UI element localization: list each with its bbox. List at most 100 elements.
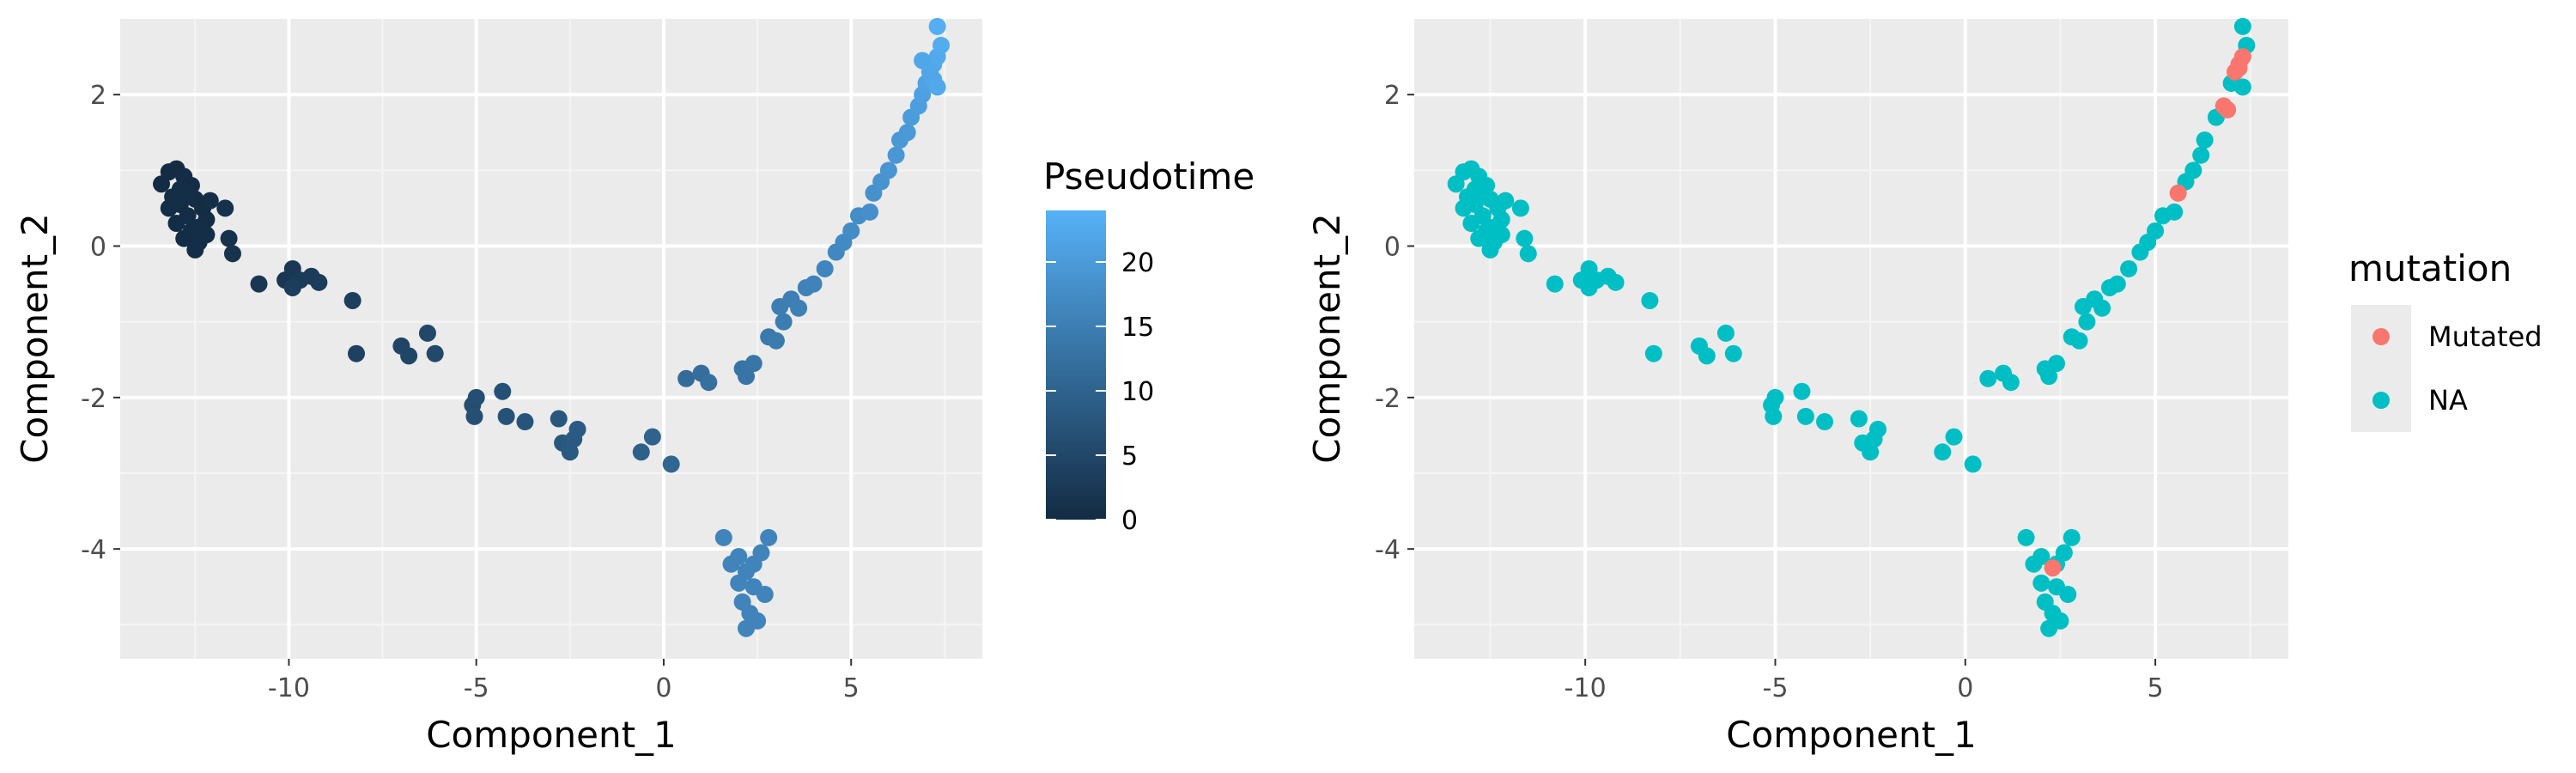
y-tick-label: 2 — [90, 81, 106, 111]
minor-grid — [120, 19, 982, 659]
data-point — [418, 324, 436, 342]
x-tick-label: -5 — [464, 673, 489, 703]
data-point — [887, 146, 905, 164]
x-tick-label: 5 — [843, 673, 860, 703]
data-point-na — [1511, 199, 1529, 217]
data-point-na — [1868, 420, 1886, 438]
data-point — [756, 586, 774, 604]
data-point-na — [1862, 443, 1880, 461]
y-tick-label: -2 — [1375, 384, 1400, 414]
mutation-legend: mutation Mutated NA — [2348, 247, 2543, 432]
plot-background — [120, 19, 982, 659]
major-grid — [1414, 19, 2288, 659]
data-point — [730, 574, 748, 592]
data-point — [283, 278, 301, 296]
data-point-na — [1850, 410, 1868, 428]
data-point — [662, 455, 680, 473]
legend-title: Pseudotime — [1043, 155, 1255, 198]
data-point — [737, 619, 755, 637]
data-point — [914, 52, 932, 70]
data-point-na — [1716, 324, 1735, 342]
colorbar — [1046, 210, 1106, 520]
colorbar-tick-label: 0 — [1121, 506, 1138, 536]
x-axis-label: Component_1 — [426, 714, 677, 756]
data-point-na — [2078, 313, 2096, 331]
data-point-na — [1793, 382, 1811, 400]
data-point-na — [1766, 388, 1784, 406]
data-point — [426, 344, 444, 362]
data-point — [497, 407, 515, 425]
data-point-na — [2040, 619, 2058, 637]
y-tick-label: -2 — [81, 384, 106, 414]
data-point-na — [1934, 443, 1952, 461]
mutation-plot: -10 -5 0 5 -4 -2 0 2 Component_1 Component_2 mu… — [1306, 17, 2543, 756]
data-point-na — [1516, 229, 1534, 247]
data-point — [220, 229, 238, 247]
data-point — [677, 369, 696, 387]
legend-entries: Mutated NA — [2372, 320, 2543, 417]
data-point-na — [2192, 146, 2210, 164]
legend-title: mutation — [2348, 247, 2512, 289]
points-layer — [153, 17, 950, 637]
x-tick-label: 0 — [655, 673, 671, 703]
data-point — [790, 299, 808, 317]
y-tick-label: 0 — [90, 232, 106, 262]
axis-ticks: -10 -5 0 5 -4 -2 0 2 — [81, 81, 860, 703]
colorbar-tick-label: 10 — [1121, 377, 1154, 407]
data-point — [216, 199, 234, 217]
data-point-na — [1455, 199, 1473, 217]
data-point-na — [1644, 344, 1662, 362]
data-point-na — [1964, 455, 1982, 473]
data-point — [250, 275, 268, 293]
minor-grid — [1414, 19, 2288, 659]
data-point — [767, 332, 785, 350]
data-point — [343, 291, 361, 309]
data-point-na — [1607, 273, 1625, 291]
data-point-na — [1481, 240, 1499, 259]
colorbar-ticks: 0 5 10 15 20 — [1046, 248, 1154, 536]
data-point-na — [2233, 17, 2251, 35]
data-point — [760, 528, 778, 546]
data-point-na — [1519, 245, 1537, 263]
data-point — [700, 374, 718, 392]
data-point-na — [2120, 259, 2138, 277]
data-point-na — [1462, 215, 1480, 233]
data-point — [744, 555, 762, 573]
y-axis-label: Component_2 — [14, 213, 56, 464]
y-tick-label: -4 — [1375, 535, 1400, 565]
points-layer — [1447, 17, 2256, 637]
data-point — [643, 428, 661, 446]
data-point — [932, 36, 950, 54]
data-point — [186, 240, 204, 259]
data-point-na — [2196, 131, 2214, 149]
y-tick-label: -4 — [81, 535, 106, 565]
data-point — [197, 226, 216, 244]
data-point-na — [1945, 428, 1963, 446]
pseudotime-plot: -10 -5 0 5 -4 -2 0 2 Component_1 Component_2 Ps… — [14, 17, 1255, 756]
data-point-na — [1765, 407, 1783, 425]
data-point — [775, 313, 793, 331]
x-tick-label: 0 — [1957, 673, 1973, 703]
data-point-mutated — [2044, 559, 2062, 577]
data-point — [861, 203, 879, 221]
data-point-na — [2108, 275, 2126, 293]
data-point-na — [1473, 186, 1492, 204]
x-axis-label: Component_1 — [1726, 714, 1977, 756]
axis-ticks: -10 -5 0 5 -4 -2 0 2 — [1375, 81, 2164, 703]
data-point-na — [1724, 344, 1742, 362]
legend-label-mutated: Mutated — [2428, 320, 2543, 353]
data-point-na — [2093, 299, 2111, 317]
data-point-na — [1546, 275, 1564, 293]
data-point-na — [2040, 368, 2058, 386]
data-point-na — [2017, 528, 2035, 546]
data-point — [201, 192, 219, 210]
data-point-na — [1497, 192, 1515, 210]
data-point — [730, 547, 748, 565]
data-point — [465, 407, 483, 425]
data-point — [714, 528, 732, 546]
data-point — [568, 420, 586, 438]
colorbar-tick-label: 20 — [1121, 248, 1154, 278]
data-point-na — [2059, 586, 2077, 604]
data-point — [632, 443, 650, 461]
